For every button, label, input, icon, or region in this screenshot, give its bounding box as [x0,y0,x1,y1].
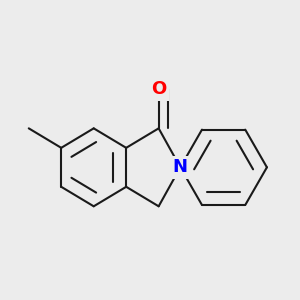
Text: N: N [173,158,188,176]
Text: O: O [151,80,166,98]
